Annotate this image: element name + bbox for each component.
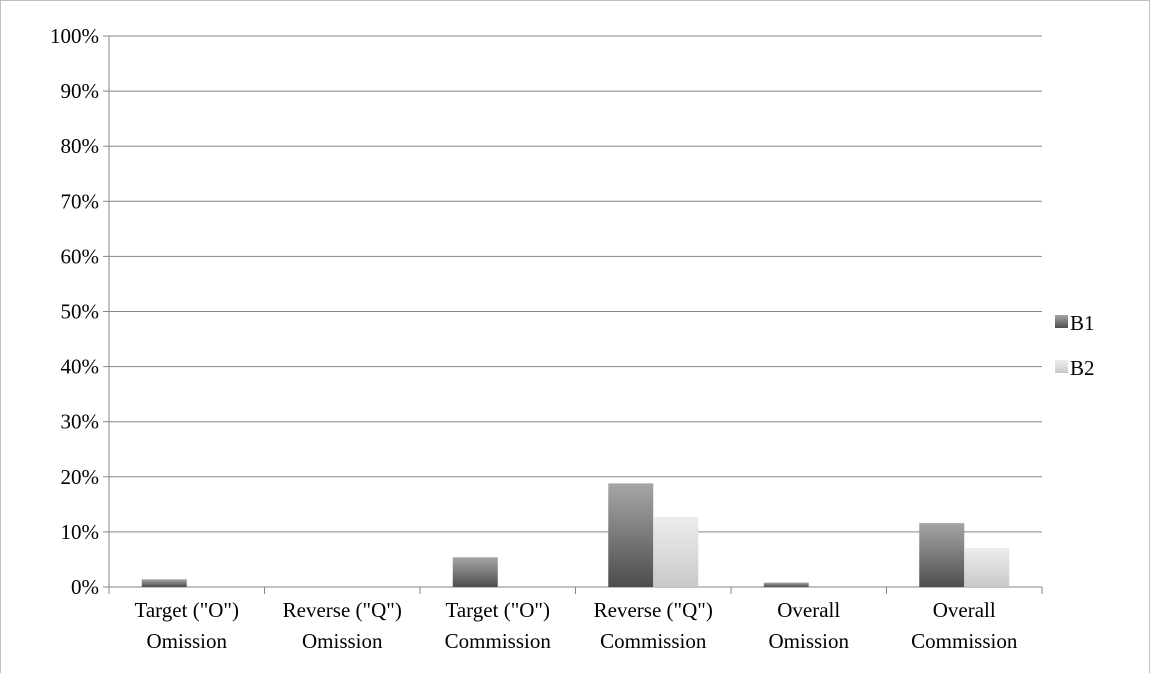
x-category-label: Reverse ("Q"): [283, 598, 402, 622]
y-tick-label: 20%: [61, 465, 100, 489]
legend-label-b2: B2: [1070, 356, 1095, 380]
legend-label-b1: B1: [1070, 311, 1095, 335]
x-category-label: Overall: [933, 598, 996, 622]
legend-swatch-b1: [1055, 315, 1068, 328]
y-tick-label: 0%: [71, 575, 99, 599]
x-category-label: Reverse ("Q"): [594, 598, 713, 622]
y-tick-label: 100%: [50, 24, 99, 48]
legend-swatch-b2: [1055, 360, 1068, 373]
legend: B1 B2: [1055, 311, 1095, 380]
bar-b1: [919, 523, 965, 587]
x-category-label: Commission: [600, 629, 707, 653]
x-category-label: Omission: [302, 629, 383, 653]
y-tick-label: 80%: [61, 134, 100, 158]
gridlines: [109, 35, 1042, 533]
y-tick-label: 30%: [61, 410, 100, 434]
x-category-label: Target ("O"): [135, 598, 240, 622]
bar-b2: [964, 547, 1010, 587]
x-category-label: Omission: [768, 629, 849, 653]
x-category-label: Target ("O"): [446, 598, 551, 622]
y-tick-label: 90%: [61, 79, 100, 103]
bar-b1: [452, 557, 498, 587]
bar-b2: [653, 517, 699, 587]
y-tick-label: 60%: [61, 244, 100, 268]
y-tick-label: 10%: [61, 520, 100, 544]
x-category-label: Commission: [911, 629, 1018, 653]
x-category-label: Commission: [445, 629, 552, 653]
axis-labels: 0% 10% 20% 30% 40% 50% 60% 70% 80% 90% 100% Target …: [50, 24, 1018, 653]
y-tick-label: 40%: [61, 355, 100, 379]
x-category-label: Omission: [146, 629, 227, 653]
bar-b1: [608, 483, 654, 587]
y-tick-label: 70%: [61, 189, 100, 213]
x-category-label: Overall: [777, 598, 840, 622]
y-tick-label: 50%: [61, 300, 100, 324]
axes: [103, 35, 1043, 594]
bar-b1: [141, 579, 187, 587]
bar-b1: [763, 582, 809, 587]
bars: [141, 483, 1010, 587]
